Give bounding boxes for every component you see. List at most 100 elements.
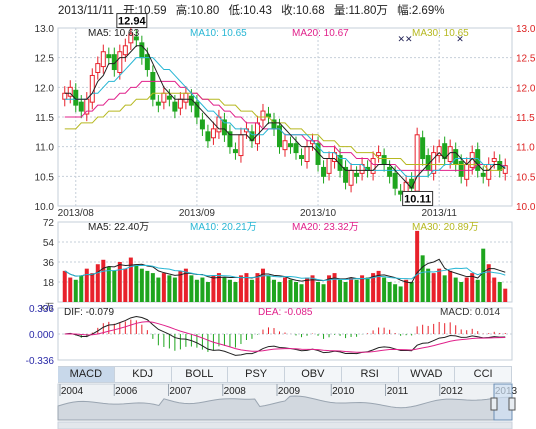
price-ytick-right: 10.0 (516, 202, 536, 213)
volume-bar (321, 284, 326, 302)
quote-volume: 量:11.80万 (333, 5, 388, 17)
tab-boll[interactable]: BOLL (172, 367, 229, 382)
price-ma5-line (64, 45, 506, 190)
candle-body (436, 146, 442, 157)
volume-bar (497, 282, 502, 302)
price-ytick-right: 11.0 (516, 143, 535, 154)
volume-bar (255, 273, 260, 302)
volume-bar (90, 273, 95, 302)
tab-kdj[interactable]: KDJ (115, 367, 172, 382)
candle-body (376, 152, 382, 157)
volume-legend-ma5: MA5: 22.40万 (88, 222, 149, 233)
price-ytick-right: 11.5 (516, 113, 535, 124)
volume-bar (470, 273, 475, 302)
price-ytick-left: 12.0 (35, 83, 55, 94)
candle-body (348, 169, 354, 186)
volume-bar (409, 282, 414, 302)
tab-rsi[interactable]: RSI (342, 367, 399, 382)
price-ytick-right: 10.5 (516, 172, 536, 183)
event-marker: ✕ (456, 34, 464, 44)
price-ma10-line (64, 57, 506, 177)
volume-bar (431, 273, 436, 302)
candle-body (398, 190, 404, 195)
tab-wvad[interactable]: WVAD (399, 367, 456, 382)
volume-bar (200, 277, 205, 302)
volume-bar (393, 284, 398, 302)
volume-bar (376, 270, 381, 302)
min-label-box (402, 190, 434, 206)
candle-body (458, 161, 464, 177)
candle-body (128, 33, 134, 44)
tab-psy[interactable]: PSY (228, 367, 285, 382)
candle-body (194, 101, 200, 118)
macd-legend-dea: DEA: -0.085 (258, 307, 313, 318)
quote-close: 收:10.68 (281, 5, 325, 17)
price-xtick: 2013/09 (179, 208, 216, 219)
candle-body (106, 54, 112, 59)
volume-bar (354, 279, 359, 302)
dif-line (64, 315, 506, 356)
candle-body (381, 155, 387, 165)
event-marker: ✕✕ (397, 34, 412, 44)
volume-legend-ma30: MA30: 20.89万 (412, 222, 479, 233)
volume-bar (294, 282, 299, 302)
navigator-handle-right (508, 397, 516, 411)
candle-body (210, 128, 216, 139)
volume-ytick: 54 (43, 238, 55, 249)
price-ytick-left: 10.0 (35, 202, 55, 213)
candle-body (464, 163, 470, 180)
price-ytick-left: 12.5 (35, 54, 55, 65)
macd-ytick: 0.000 (29, 330, 54, 341)
navigator-label: 2006 (115, 386, 138, 397)
candle-body (453, 149, 459, 165)
price-ytick-left: 11.5 (35, 113, 54, 124)
tab-obv[interactable]: OBV (285, 367, 342, 382)
volume-bar (95, 264, 100, 302)
volume-bar (139, 268, 144, 302)
dea-line (64, 321, 506, 353)
volume-bar (84, 268, 89, 302)
candle-body (161, 92, 167, 103)
candle-body (139, 42, 145, 59)
volume-bar (360, 275, 365, 302)
volume-bar (486, 264, 491, 302)
navigator-label: 2009 (278, 386, 301, 397)
volume-ma10-line (64, 264, 506, 281)
price-legend-ma20: MA20: 10.67 (292, 28, 349, 39)
volume-bar (128, 257, 133, 302)
max-label-box (116, 13, 148, 29)
candle-body (299, 155, 305, 160)
volume-bar (475, 279, 480, 302)
candle-body (100, 51, 106, 68)
candle-body (95, 63, 101, 73)
candle-body (172, 101, 178, 112)
candle-body (431, 152, 437, 174)
volume-bar (211, 275, 216, 302)
volume-bar (150, 273, 155, 302)
macd-legend-macd: MACD: 0.014 (440, 307, 500, 318)
price-legend-ma5: MA5: 10.63 (88, 28, 140, 39)
volume-bar (437, 268, 442, 302)
volume-bar (62, 270, 67, 302)
navigator-label: 2004 (61, 386, 84, 397)
macd-ytick: 0.336 (29, 304, 54, 315)
tab-macd[interactable]: MACD (58, 367, 115, 382)
max-price-label: 12.94 (118, 16, 146, 28)
volume-bar (398, 286, 403, 302)
candle-body (480, 172, 486, 177)
volume-unit: x万 (40, 302, 54, 312)
candle-body (491, 158, 497, 163)
volume-bar (249, 279, 254, 302)
volume-bar (123, 268, 128, 302)
price-ytick-left: 10.5 (35, 172, 55, 183)
tab-cci[interactable]: CCI (455, 367, 512, 382)
candle-body (122, 45, 128, 56)
volume-bar (343, 282, 348, 302)
price-legend-ma30: MA30: 10.65 (412, 28, 469, 39)
volume-bar (112, 270, 117, 302)
volume-bar (459, 282, 464, 302)
volume-bar (271, 279, 276, 302)
navigator-history-area (57, 395, 513, 421)
volume-bar (332, 273, 337, 302)
